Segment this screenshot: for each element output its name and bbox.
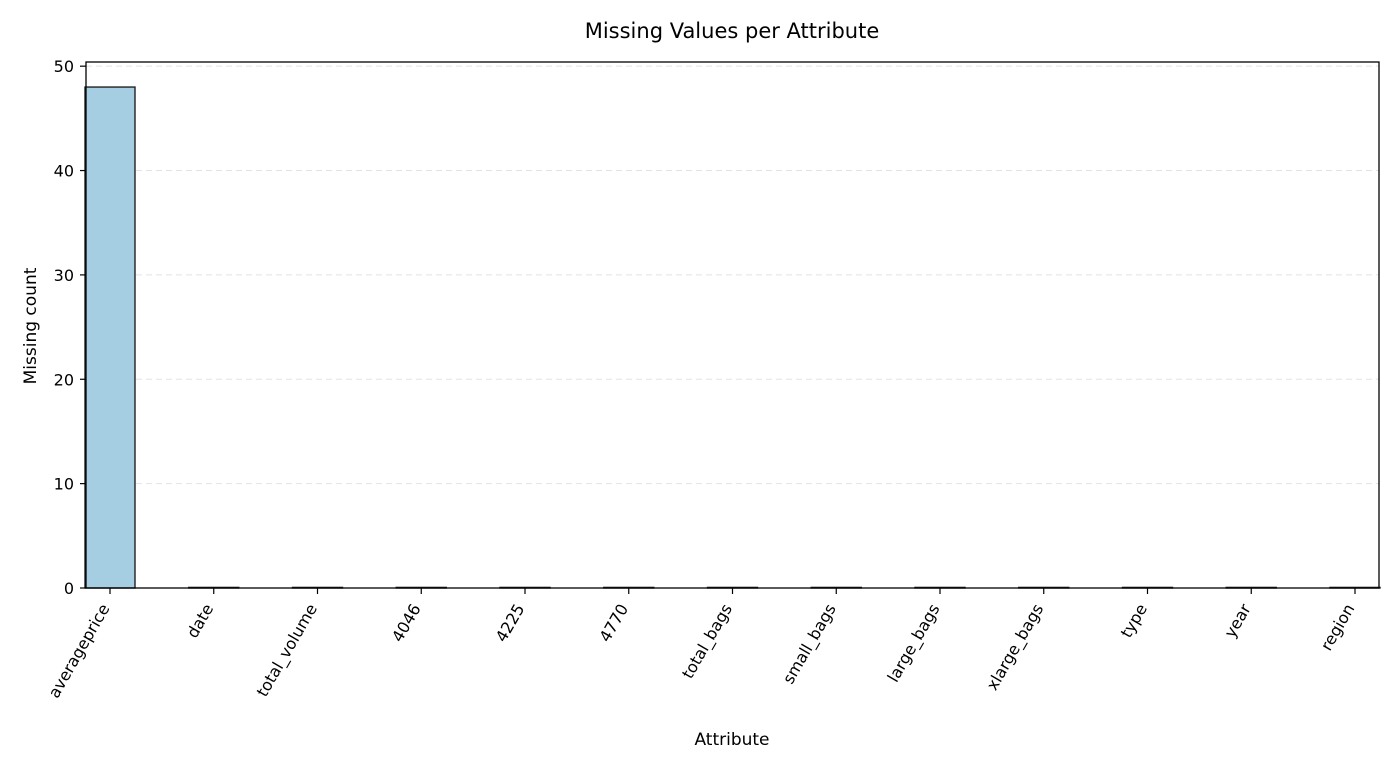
x-tick-label-region: region <box>1317 601 1359 654</box>
x-tick-label-4046: 4046 <box>388 601 425 646</box>
y-axis-ticks: 0 10 20 30 40 50 <box>54 57 86 598</box>
x-tick-label-averageprice: averageprice <box>44 601 113 702</box>
x-tick-label-total_bags: total_bags <box>678 601 737 683</box>
x-tick-label-4770: 4770 <box>595 601 632 646</box>
y-tick-label-40: 40 <box>54 162 74 181</box>
x-axis-ticks: averageprice date total_volume 4046 4225 4770… <box>44 588 1358 701</box>
x-tick-label-4225: 4225 <box>492 601 529 646</box>
plot-frame <box>85 61 1380 589</box>
bar-averageprice[interactable] <box>84 86 136 589</box>
x-axis-label: Attribute <box>694 730 769 750</box>
x-tick-label-date: date <box>183 601 217 642</box>
grid-layer <box>86 65 1379 485</box>
x-tick-label-large_bags: large_bags <box>884 601 945 686</box>
y-tick-label-50: 50 <box>54 57 74 76</box>
x-tick-label-type: type <box>1117 601 1151 641</box>
y-tick-label-30: 30 <box>54 266 74 285</box>
x-tick-label-year: year <box>1220 600 1255 641</box>
y-tick-label-20: 20 <box>54 370 74 389</box>
x-tick-label-xlarge_bags: xlarge_bags <box>983 601 1049 695</box>
x-tick-label-small_bags: small_bags <box>779 601 841 688</box>
y-axis-label: Missing count <box>21 267 41 384</box>
y-tick-label-0: 0 <box>64 579 74 598</box>
bar-layer <box>84 86 1381 589</box>
chart-title: Missing Values per Attribute <box>585 19 880 43</box>
y-tick-label-10: 10 <box>54 475 74 494</box>
x-tick-label-total_volume: total_volume <box>253 601 322 701</box>
